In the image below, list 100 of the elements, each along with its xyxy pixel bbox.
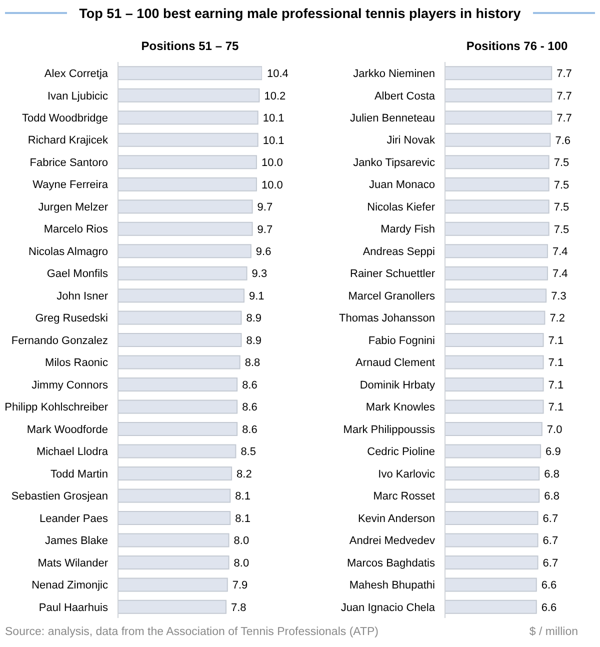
data-label: 8.1 [235, 512, 250, 525]
y-tick-label: Ivo Karlovic [378, 468, 436, 480]
y-tick-label: Cedric Pioline [367, 446, 435, 458]
y-tick-label: Gael Monfils [46, 268, 108, 280]
data-label: 8.1 [235, 490, 250, 503]
chart-subtitle: Positions 76 - 100 [466, 39, 568, 53]
data-label: 7.1 [548, 357, 564, 370]
data-label: 6.6 [541, 580, 557, 592]
y-tick-label: John Isner [56, 290, 108, 302]
y-tick-label: James Blake [45, 535, 108, 548]
y-tick-label: Jurgen Melzer [38, 201, 108, 214]
y-tick-label: Alex Corretja [44, 68, 109, 80]
data-label: 9.1 [249, 290, 264, 302]
y-tick-label: Philipp Kohlschreiber [4, 402, 108, 414]
data-label: 8.9 [246, 312, 262, 325]
data-label: 10.2 [264, 90, 286, 102]
data-label: 10.4 [267, 68, 288, 80]
y-tick-label: Thomas Johansson [339, 312, 435, 325]
chart-subtitle: Positions 51 – 75 [141, 39, 239, 53]
y-tick-label: Juan Monaco [368, 179, 435, 192]
data-label: 10.1 [262, 134, 284, 147]
data-label: 7.4 [552, 268, 568, 280]
data-label: 6.9 [546, 446, 561, 458]
data-label: 7.9 [232, 580, 248, 592]
y-tick-label: Wayne Ferreira [32, 179, 109, 192]
y-tick-label: Milos Raonic [45, 357, 108, 370]
data-label: 7.7 [556, 68, 572, 80]
data-label: 7.2 [550, 312, 565, 325]
y-tick-label: Mark Philippoussis [343, 424, 436, 436]
data-label: 10.1 [262, 112, 284, 125]
source-note: Source: analysis, data from the Association of Tennis Professionals (ATP) [5, 626, 379, 638]
y-tick-label: Sebastien Grosjean [11, 490, 108, 503]
data-label: 8.6 [242, 402, 258, 414]
y-tick-label: Rainer Schuettler [350, 268, 436, 280]
y-tick-label: Marcos Baghdatis [346, 557, 436, 570]
y-tick-label: Arnaud Clement [356, 357, 435, 370]
y-tick-label: Julien Benneteau [350, 112, 435, 125]
y-tick-label: Marcel Granollers [348, 290, 436, 302]
y-tick-label: Paul Haarhuis [38, 602, 108, 614]
data-label: 8.9 [246, 334, 262, 347]
data-label: 7.1 [548, 334, 564, 347]
data-label: 6.8 [544, 468, 560, 480]
data-label: 9.6 [256, 246, 272, 258]
y-tick-label: Kevin Anderson [358, 512, 435, 525]
y-tick-label: Todd Martin [50, 468, 108, 480]
y-tick-label: Mardy Fish [380, 224, 435, 236]
y-tick-label: Dominik Hrbaty [360, 379, 436, 392]
data-label: 10.0 [261, 179, 283, 192]
data-label: 7.8 [231, 602, 246, 614]
data-label: 7.5 [554, 157, 570, 170]
y-tick-label: Marcelo Rios [44, 224, 108, 236]
y-tick-label: Jarkko Nieminen [353, 68, 435, 80]
data-label: 7.6 [555, 134, 571, 147]
y-tick-label: Juan Ignacio Chela [340, 602, 436, 614]
data-label: 6.8 [544, 490, 560, 503]
y-tick-label: Michael Llodra [36, 446, 109, 458]
y-tick-label: Leander Paes [40, 512, 108, 525]
y-tick-label: Mark Knowles [366, 402, 436, 414]
y-tick-label: Fabrice Santoro [30, 156, 108, 169]
data-label: 8.0 [234, 557, 250, 570]
y-tick-label: Andrei Medvedev [349, 535, 436, 548]
data-label: 8.0 [234, 535, 250, 548]
data-label: 8.8 [244, 357, 260, 370]
y-tick-label: Marc Rosset [373, 490, 435, 503]
y-tick-label: Mark Woodforde [26, 424, 108, 436]
y-tick-label: Fabio Fognini [368, 334, 435, 347]
y-tick-label: Fernando Gonzalez [11, 334, 108, 347]
data-label: 8.6 [242, 379, 258, 392]
y-tick-label: Nicolas Almagro [28, 246, 108, 258]
data-label: 9.7 [257, 202, 273, 214]
y-tick-label: Greg Rusedski [35, 312, 108, 325]
y-tick-label: Mats Wilander [38, 557, 108, 570]
y-tick-label: Ivan Ljubicic [47, 90, 108, 102]
data-label: 7.1 [548, 379, 564, 392]
data-label: 7.4 [552, 246, 568, 258]
data-label: 9.3 [252, 268, 268, 280]
data-label: 6.7 [542, 557, 558, 570]
y-tick-label: Andreas Seppi [362, 246, 435, 258]
y-tick-label: Nenad Zimonjic [32, 580, 108, 592]
data-label: 10.0 [261, 157, 283, 170]
data-label: 7.7 [556, 112, 572, 125]
data-label: 7.3 [551, 290, 566, 302]
data-label: 8.5 [240, 446, 256, 458]
y-tick-label: Nicolas Kiefer [367, 201, 436, 214]
data-label: 6.6 [541, 602, 557, 614]
data-label: 6.7 [542, 512, 558, 525]
y-tick-label: Todd Woodbridge [22, 112, 108, 125]
text: Top 51 – 100 best earning male professional tennis players in history [78, 6, 522, 20]
y-tick-label: Jimmy Connors [32, 379, 108, 392]
y-tick-label: Mahesh Bhupathi [349, 580, 435, 592]
text: $ / million [529, 626, 578, 638]
data-label: 7.5 [554, 202, 570, 214]
data-label: 7.5 [554, 179, 570, 192]
data-label: 6.7 [542, 535, 558, 548]
y-tick-label: Richard Krajicek [28, 134, 108, 147]
data-label: 7.7 [556, 90, 572, 102]
y-tick-label: Jiri Novak [386, 134, 436, 147]
data-label: 9.7 [257, 224, 273, 236]
data-label: 8.2 [236, 468, 252, 480]
y-tick-label: Albert Costa [374, 90, 436, 102]
